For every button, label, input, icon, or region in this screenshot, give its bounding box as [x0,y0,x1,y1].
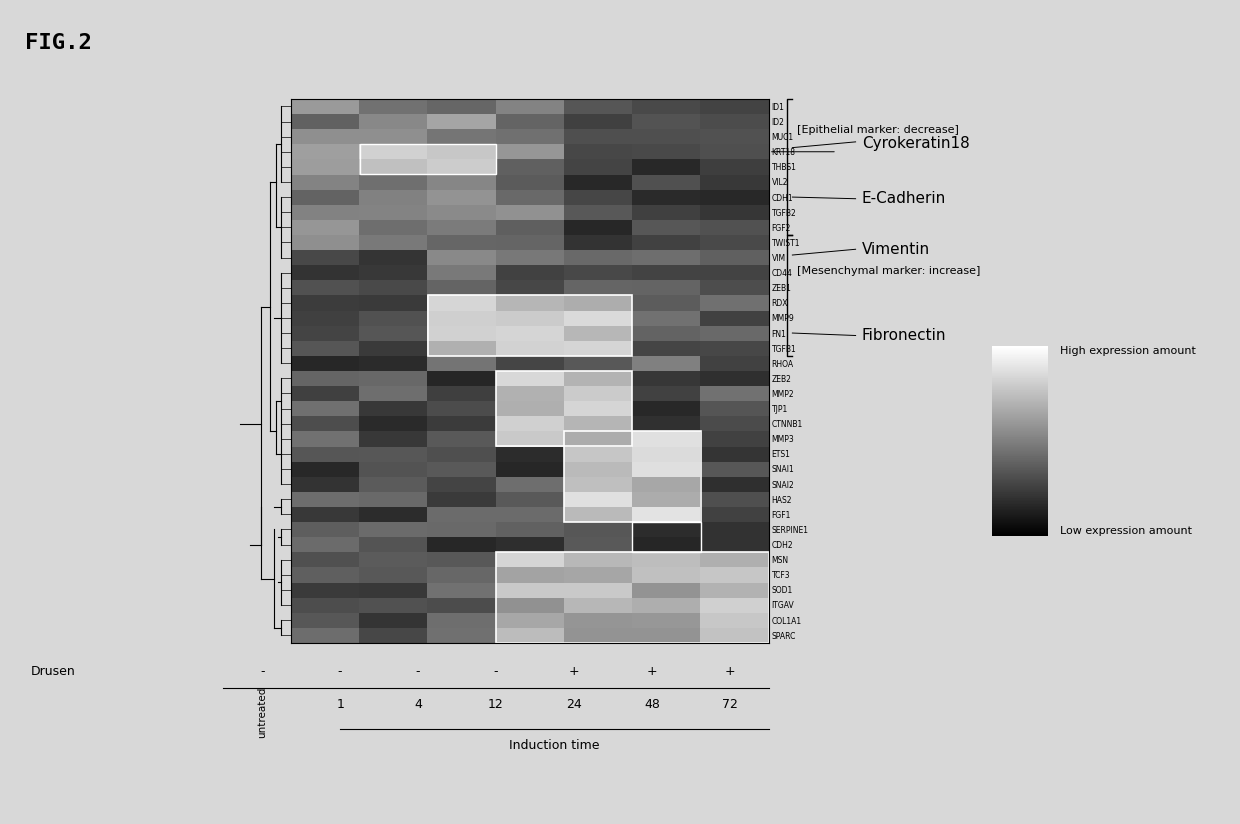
Text: +: + [569,665,579,678]
Text: 12: 12 [489,698,503,711]
Text: +: + [724,665,735,678]
Text: Cyrokeratin18: Cyrokeratin18 [862,136,970,151]
Bar [496,552,769,643]
Text: [Mesenchymal marker: increase]: [Mesenchymal marker: increase] [797,265,981,275]
Text: -: - [337,665,342,678]
Text: FIG.2: FIG.2 [25,33,92,53]
Text: Low expression amount: Low expression amount [1060,526,1192,536]
Bar [360,144,496,175]
Text: untreated: untreated [257,687,267,738]
Text: 48: 48 [644,698,660,711]
Text: Fibronectin: Fibronectin [862,328,946,343]
Text: High expression amount: High expression amount [1060,346,1197,356]
Text: 4: 4 [414,698,422,711]
Text: 72: 72 [722,698,738,711]
Bar [564,431,701,522]
Text: -: - [494,665,498,678]
Text: Induction time: Induction time [510,739,600,752]
Bar [428,295,632,356]
Text: 24: 24 [567,698,582,711]
Text: +: + [646,665,657,678]
Bar [632,522,701,552]
Text: -: - [260,665,264,678]
Text: -: - [415,665,420,678]
Bar [496,371,632,447]
Text: 1: 1 [336,698,343,711]
Text: E-Cadherin: E-Cadherin [862,191,946,206]
Text: [Epithelial marker: decrease]: [Epithelial marker: decrease] [797,124,960,135]
Text: Drusen: Drusen [31,665,76,678]
Text: Vimentin: Vimentin [862,241,930,257]
